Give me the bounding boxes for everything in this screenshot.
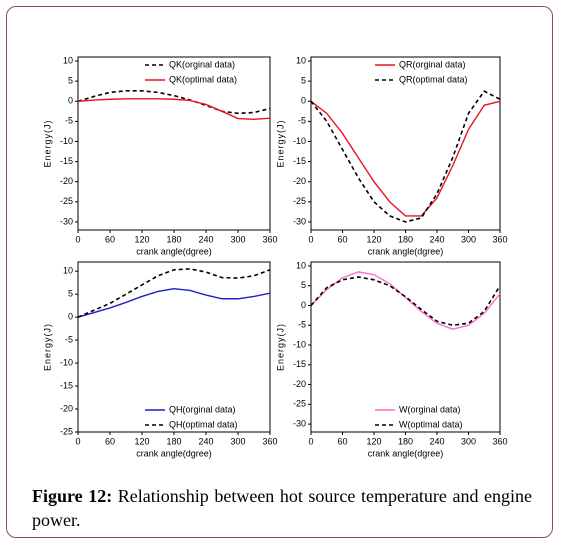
x-axis-label: crank angle(dgree) — [368, 246, 444, 256]
caption-text: Relationship between hot source temperat… — [32, 486, 533, 530]
y-axis-label: Energy(J) — [42, 119, 52, 167]
y-tick-label: 0 — [301, 96, 306, 106]
y-tick-label: 10 — [63, 55, 73, 65]
x-tick-label: 60 — [337, 436, 347, 446]
x-tick-label: 240 — [198, 234, 213, 244]
y-tick-label: -10 — [293, 136, 306, 146]
y-tick-label: 5 — [68, 76, 73, 86]
x-tick-label: 300 — [230, 436, 245, 446]
y-tick-label: 5 — [68, 289, 73, 299]
x-tick-label: 240 — [429, 234, 444, 244]
x-tick-label: 120 — [366, 234, 381, 244]
y-tick-label: -30 — [293, 216, 306, 226]
x-tick-label: 60 — [337, 234, 347, 244]
y-tick-label: 10 — [296, 260, 306, 270]
y-tick-label: 10 — [63, 266, 73, 276]
y-tick-label: 0 — [301, 300, 306, 310]
x-tick-label: 120 — [366, 436, 381, 446]
x-tick-label: 0 — [75, 436, 80, 446]
x-tick-label: 180 — [398, 436, 413, 446]
y-tick-label: -10 — [60, 136, 73, 146]
x-tick-label: 300 — [230, 234, 245, 244]
legend-label: QH(optimal data) — [169, 419, 238, 429]
y-axis-label: Energy(J) — [42, 323, 52, 371]
x-tick-label: 240 — [198, 436, 213, 446]
legend-label: QR(orginal data) — [399, 59, 466, 69]
x-tick-label: 180 — [166, 436, 181, 446]
figure-frame — [6, 6, 553, 538]
y-tick-label: 5 — [301, 76, 306, 86]
x-tick-label: 240 — [429, 436, 444, 446]
y-tick-label: -5 — [298, 116, 306, 126]
legend-label: QK(orginal data) — [169, 59, 235, 69]
x-tick-label: 180 — [398, 234, 413, 244]
y-tick-label: 10 — [296, 55, 306, 65]
caption-label: Figure 12: — [32, 486, 113, 506]
y-tick-label: -5 — [298, 320, 306, 330]
y-tick-label: -15 — [293, 359, 306, 369]
series-line — [310, 271, 501, 330]
series-line — [310, 276, 501, 327]
x-tick-label: 300 — [461, 234, 476, 244]
y-tick-label: -20 — [293, 176, 306, 186]
x-axis-label: crank angle(dgree) — [136, 246, 212, 256]
x-tick-label: 0 — [308, 234, 313, 244]
legend-label: QH(orginal data) — [169, 404, 236, 414]
legend-label: QR(optimal data) — [399, 74, 468, 84]
y-tick-label: -30 — [293, 418, 306, 428]
y-tick-label: -20 — [293, 379, 306, 389]
legend-label: QK(optimal data) — [169, 74, 237, 84]
series-line — [310, 100, 501, 217]
x-tick-label: 360 — [492, 436, 507, 446]
x-tick-label: 360 — [492, 234, 507, 244]
legend-label: W(orginal data) — [399, 404, 461, 414]
series-line — [77, 90, 271, 115]
y-tick-label: 0 — [68, 312, 73, 322]
y-axis-label: Energy(J) — [275, 323, 285, 371]
y-tick-label: -20 — [60, 403, 73, 413]
x-tick-label: 120 — [134, 234, 149, 244]
y-tick-label: -15 — [293, 156, 306, 166]
x-tick-label: 60 — [105, 234, 115, 244]
x-tick-label: 300 — [461, 436, 476, 446]
x-tick-label: 360 — [262, 234, 277, 244]
series-line — [77, 98, 271, 121]
x-tick-label: 0 — [75, 234, 80, 244]
x-tick-label: 180 — [166, 234, 181, 244]
y-tick-label: -15 — [60, 156, 73, 166]
series-line — [310, 90, 501, 223]
legend-label: W(optimal data) — [399, 419, 463, 429]
y-tick-label: -25 — [60, 196, 73, 206]
x-tick-label: 120 — [134, 436, 149, 446]
caption: Figure 12: Relationship between hot sour… — [32, 484, 532, 532]
y-tick-label: -5 — [65, 334, 73, 344]
y-tick-label: -15 — [60, 380, 73, 390]
x-axis-label: crank angle(dgree) — [368, 448, 444, 458]
y-tick-label: -20 — [60, 176, 73, 186]
x-axis-label: crank angle(dgree) — [136, 448, 212, 458]
y-axis-label: Energy(J) — [275, 119, 285, 167]
y-tick-label: -25 — [293, 399, 306, 409]
x-tick-label: 0 — [308, 436, 313, 446]
y-tick-label: 0 — [68, 96, 73, 106]
series-line — [77, 268, 271, 318]
y-tick-label: 5 — [301, 280, 306, 290]
y-tick-label: -30 — [60, 216, 73, 226]
y-tick-label: -10 — [60, 357, 73, 367]
x-tick-label: 360 — [262, 436, 277, 446]
y-tick-label: -25 — [60, 426, 73, 436]
x-tick-label: 60 — [105, 436, 115, 446]
y-tick-label: -10 — [293, 339, 306, 349]
y-tick-label: -25 — [293, 196, 306, 206]
y-tick-label: -5 — [65, 116, 73, 126]
series-line — [77, 287, 271, 318]
